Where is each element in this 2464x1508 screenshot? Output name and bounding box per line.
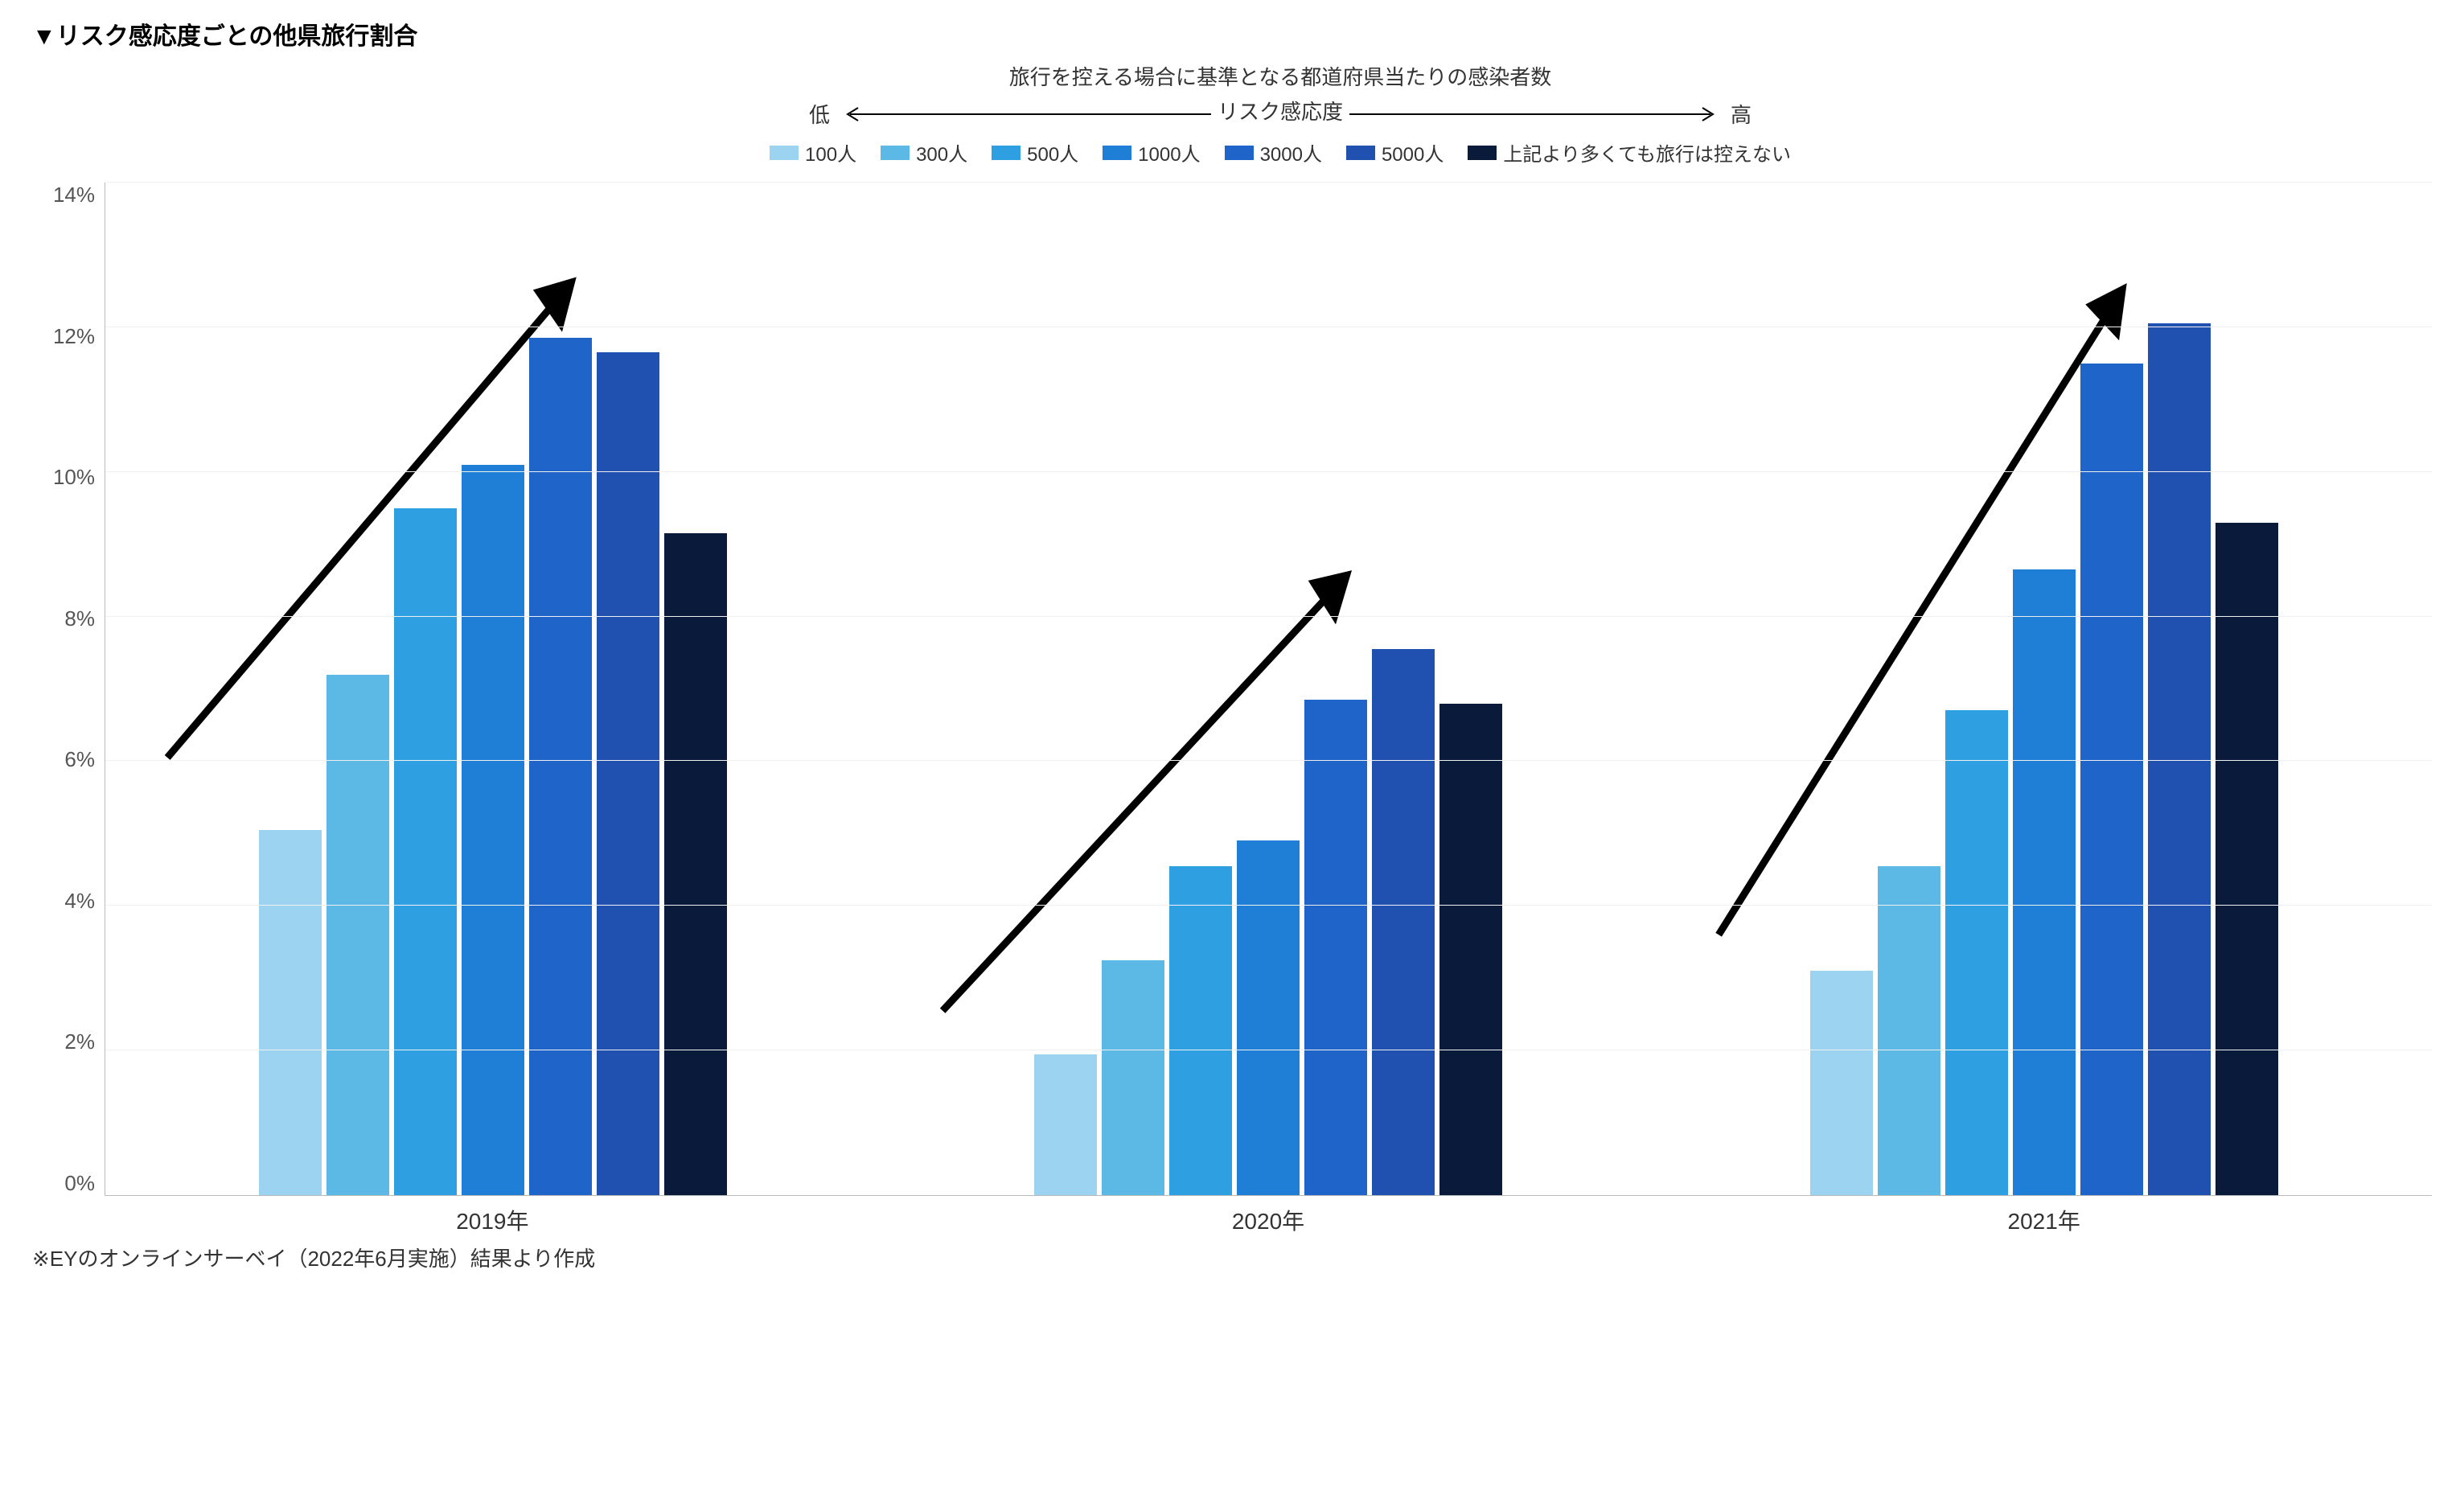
legend-swatch: [770, 146, 799, 160]
bar: [1169, 866, 1232, 1195]
risk-high-label: 高: [1731, 99, 1751, 129]
y-tick-label: 4%: [32, 889, 95, 914]
legend-label: 500人: [1027, 138, 1078, 166]
legend-swatch: [1346, 146, 1375, 160]
legend-label: 3000人: [1260, 138, 1322, 166]
legend-item: 300人: [881, 138, 967, 166]
bar: [529, 338, 592, 1195]
bar: [1034, 1054, 1097, 1195]
plot-area: [105, 183, 2432, 1196]
legend-swatch: [1468, 146, 1497, 160]
chart-area: 14% 12% 10% 8% 6% 4% 2% 0%: [32, 183, 2432, 1196]
legend-label: 300人: [916, 138, 967, 166]
legend-item: 5000人: [1346, 138, 1443, 166]
bar: [1304, 700, 1367, 1195]
x-axis: 2019年2020年2021年: [105, 1204, 2432, 1236]
x-tick-label: 2021年: [1656, 1204, 2432, 1236]
bar: [597, 352, 659, 1195]
legend-item: 500人: [992, 138, 1078, 166]
risk-axis-center-label: リスク感応度: [1211, 96, 1349, 125]
risk-sensitivity-axis: 低 リスク感応度 高: [129, 99, 2432, 129]
y-tick-label: 12%: [32, 324, 95, 349]
legend-label: 1000人: [1138, 138, 1200, 166]
risk-low-label: 低: [809, 99, 830, 129]
bar: [2013, 569, 2076, 1195]
bar: [1439, 704, 1502, 1196]
legend-item: 上記より多くても旅行は控えない: [1468, 138, 1791, 166]
y-tick-label: 10%: [32, 465, 95, 490]
chart-header: 旅行を控える場合に基準となる都道府県当たりの感染者数 低 リスク感応度 高 10…: [32, 61, 2432, 166]
bar: [1810, 971, 1873, 1195]
x-tick-label: 2019年: [105, 1204, 881, 1236]
bar: [326, 675, 389, 1195]
legend-swatch: [1103, 146, 1131, 160]
bar: [394, 508, 457, 1195]
bar-group: [881, 183, 1656, 1195]
bar: [1102, 960, 1164, 1195]
bar: [1237, 840, 1300, 1195]
footnote: ※EYのオンラインサーベイ（2022年6月実施）結果より作成: [32, 1243, 2432, 1272]
bar: [1878, 866, 1940, 1195]
bar: [2148, 323, 2211, 1195]
bar: [664, 533, 727, 1195]
risk-axis-arrow: リスク感応度: [838, 102, 1723, 126]
bar-group: [1657, 183, 2432, 1195]
legend-swatch: [992, 146, 1021, 160]
x-tick-label: 2020年: [881, 1204, 1657, 1236]
chart-title: ▼リスク感応度ごとの他県旅行割合: [32, 16, 2432, 51]
y-axis: 14% 12% 10% 8% 6% 4% 2% 0%: [32, 183, 105, 1196]
legend-label: 上記より多くても旅行は控えない: [1503, 138, 1791, 166]
legend-label: 5000人: [1382, 138, 1443, 166]
legend-item: 1000人: [1103, 138, 1200, 166]
y-tick-label: 6%: [32, 747, 95, 772]
bar-group: [105, 183, 881, 1195]
bar: [462, 465, 524, 1195]
legend-label: 100人: [805, 138, 856, 166]
subtitle: 旅行を控える場合に基準となる都道府県当たりの感染者数: [129, 61, 2432, 91]
y-tick-label: 0%: [32, 1171, 95, 1196]
bar: [1372, 649, 1435, 1195]
legend: 100人 300人 500人 1000人 3000人 5000人 上記より多くても旅行は控え…: [129, 138, 2432, 166]
y-tick-label: 2%: [32, 1029, 95, 1054]
legend-item: 3000人: [1225, 138, 1322, 166]
legend-item: 100人: [770, 138, 856, 166]
bar: [259, 830, 322, 1195]
legend-swatch: [881, 146, 910, 160]
bar: [2216, 523, 2278, 1195]
y-tick-label: 8%: [32, 606, 95, 631]
y-tick-label: 14%: [32, 183, 95, 208]
legend-swatch: [1225, 146, 1254, 160]
bar: [2080, 364, 2143, 1195]
bar: [1945, 710, 2008, 1195]
